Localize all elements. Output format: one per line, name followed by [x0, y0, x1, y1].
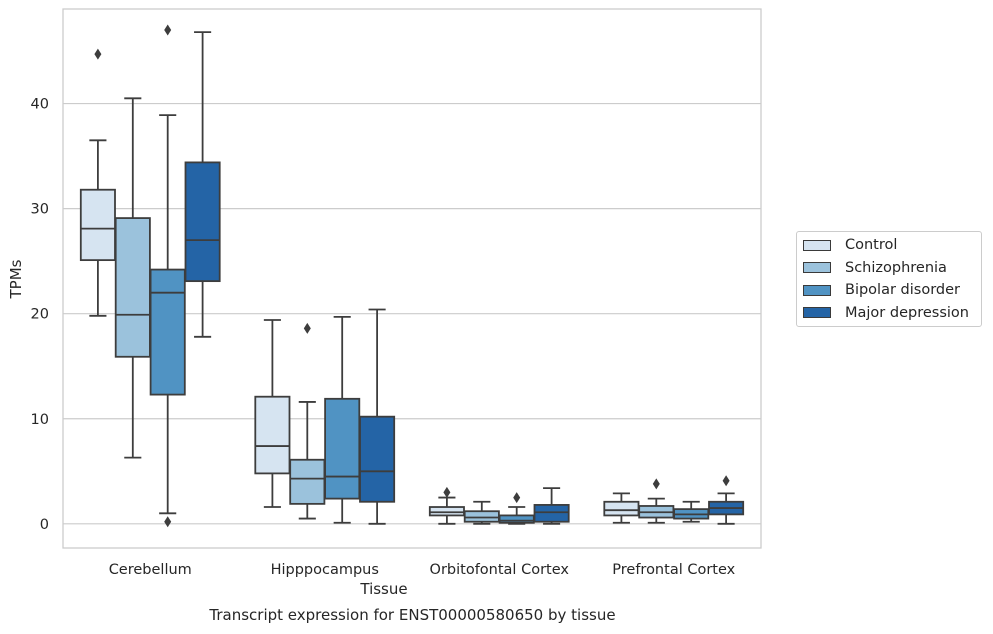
x-tick-label: Orbitofontal Cortex — [430, 562, 570, 578]
box-iqr — [324, 397, 361, 500]
box-major-depression — [533, 487, 570, 525]
box-iqr — [533, 504, 570, 523]
legend-item: Bipolar disorder — [803, 281, 960, 299]
box-iqr — [289, 458, 326, 505]
box-control — [79, 48, 116, 317]
y-tick-label: 40 — [31, 97, 49, 113]
outlier-point — [443, 486, 451, 498]
box-iqr — [428, 506, 465, 517]
legend-swatch — [803, 262, 831, 273]
box-iqr — [254, 395, 291, 475]
legend-label: Bipolar disorder — [845, 282, 960, 298]
legend-item: Control — [803, 236, 897, 254]
outlier-point — [94, 48, 102, 60]
outlier-point — [513, 492, 521, 504]
box-iqr — [498, 514, 535, 524]
y-tick-label: 20 — [31, 307, 49, 323]
y-tick-label: 0 — [40, 517, 49, 533]
box-iqr — [603, 500, 640, 517]
x-axis-label: Tissue — [359, 580, 407, 598]
box-control — [254, 319, 291, 508]
y-tick-label: 10 — [31, 412, 49, 428]
x-tick-label: Prefrontal Cortex — [612, 562, 735, 578]
box-iqr — [359, 415, 396, 503]
x-tick-labels: Cerebellum Hipppocampus Orbitofontal Corte… — [109, 562, 736, 578]
box-bipolar-disorder — [324, 315, 361, 524]
legend: Control Schizophrenia Bipolar disorder Majo… — [796, 231, 982, 327]
outlier-point — [303, 322, 311, 334]
box-iqr — [149, 268, 186, 396]
box-schizophrenia — [114, 97, 151, 459]
legend-swatch — [803, 307, 831, 318]
legend-item: Schizophrenia — [803, 259, 947, 277]
legend-swatch — [803, 239, 831, 251]
box-control — [603, 492, 640, 524]
x-tick-label: Hipppocampus — [271, 562, 379, 578]
box-major-depression — [359, 308, 396, 525]
box-control — [428, 486, 465, 525]
box-bipolar-disorder — [149, 24, 186, 528]
legend-item: Major depression — [803, 304, 969, 322]
legend-swatch — [803, 284, 831, 296]
box-iqr — [463, 510, 500, 523]
y-tick-labels: 0 10 20 30 40 — [31, 97, 49, 533]
legend-label: Control — [845, 237, 898, 253]
outlier-point — [164, 516, 172, 528]
box-iqr — [114, 217, 151, 358]
box-iqr — [79, 188, 116, 262]
box-schizophrenia — [289, 322, 326, 520]
box-major-depression — [184, 31, 221, 338]
outlier-point — [722, 475, 730, 487]
chart-caption: Transcript expression for ENST0000058065… — [209, 606, 616, 624]
box-iqr — [184, 161, 221, 283]
y-tick-label: 30 — [31, 202, 49, 218]
legend-label: Major depression — [845, 304, 969, 321]
legend-label: Schizophrenia — [845, 259, 947, 276]
box-major-depression — [708, 475, 745, 525]
outlier-point — [164, 24, 172, 36]
boxes — [79, 24, 745, 528]
outlier-point — [652, 478, 660, 490]
x-tick-label: Cerebellum — [109, 562, 192, 578]
y-axis-label: TPMs — [7, 259, 25, 299]
